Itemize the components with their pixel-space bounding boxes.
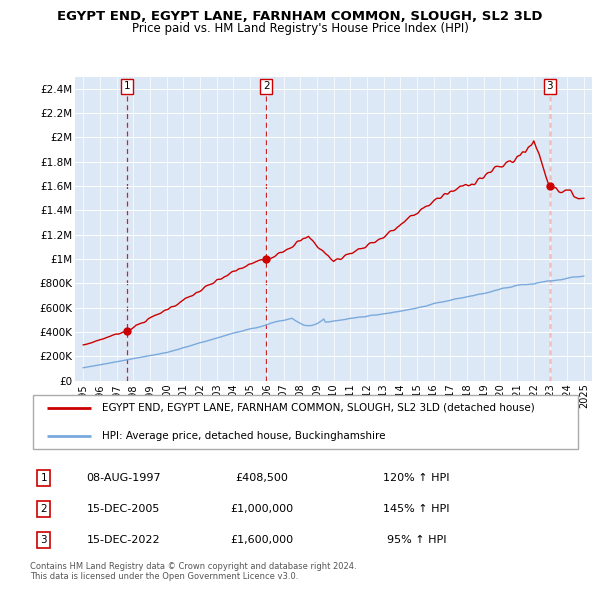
FancyBboxPatch shape <box>33 395 578 449</box>
Text: £408,500: £408,500 <box>235 473 288 483</box>
Text: 08-AUG-1997: 08-AUG-1997 <box>86 473 161 483</box>
Text: EGYPT END, EGYPT LANE, FARNHAM COMMON, SLOUGH, SL2 3LD (detached house): EGYPT END, EGYPT LANE, FARNHAM COMMON, S… <box>102 403 535 412</box>
Text: 1: 1 <box>124 81 130 91</box>
Text: £1,600,000: £1,600,000 <box>230 535 293 545</box>
Text: 15-DEC-2005: 15-DEC-2005 <box>87 504 161 514</box>
Text: 145% ↑ HPI: 145% ↑ HPI <box>383 504 449 514</box>
Text: Price paid vs. HM Land Registry's House Price Index (HPI): Price paid vs. HM Land Registry's House … <box>131 22 469 35</box>
Text: 2: 2 <box>263 81 269 91</box>
Text: HPI: Average price, detached house, Buckinghamshire: HPI: Average price, detached house, Buck… <box>102 431 385 441</box>
Text: 3: 3 <box>40 535 47 545</box>
Text: Contains HM Land Registry data © Crown copyright and database right 2024.: Contains HM Land Registry data © Crown c… <box>30 562 356 571</box>
Text: 15-DEC-2022: 15-DEC-2022 <box>87 535 161 545</box>
Text: 2: 2 <box>40 504 47 514</box>
Text: 3: 3 <box>547 81 553 91</box>
Text: This data is licensed under the Open Government Licence v3.0.: This data is licensed under the Open Gov… <box>30 572 298 581</box>
Text: 120% ↑ HPI: 120% ↑ HPI <box>383 473 449 483</box>
Text: £1,000,000: £1,000,000 <box>230 504 293 514</box>
Text: 95% ↑ HPI: 95% ↑ HPI <box>386 535 446 545</box>
Text: 1: 1 <box>40 473 47 483</box>
Text: EGYPT END, EGYPT LANE, FARNHAM COMMON, SLOUGH, SL2 3LD: EGYPT END, EGYPT LANE, FARNHAM COMMON, S… <box>57 10 543 23</box>
